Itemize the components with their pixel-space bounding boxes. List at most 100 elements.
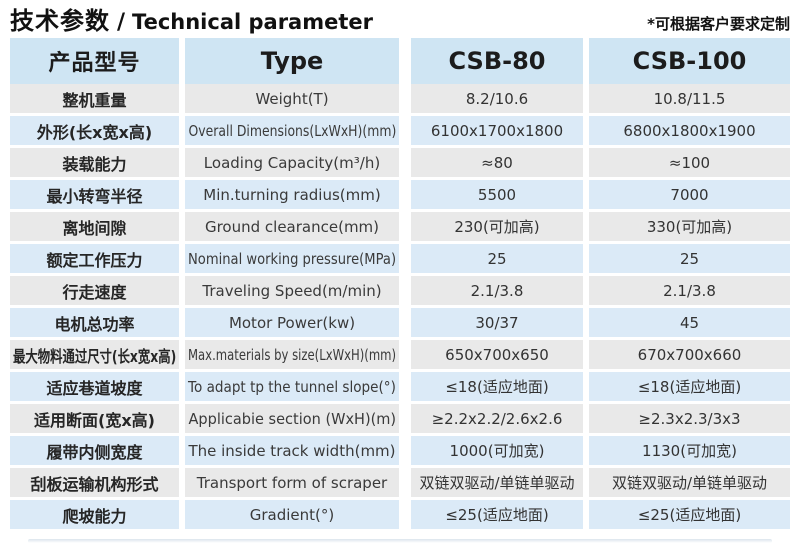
param-label-cn: 适用断面(宽x高) [34, 410, 155, 430]
param-label-cn: 履带内侧宽度 [46, 442, 143, 462]
param-label-en-cell: Transport form of scraper [185, 468, 399, 497]
param-label-cn-cell: 履带内侧宽度 [10, 436, 179, 465]
param-value-csb80: 230(可加高) [454, 218, 540, 236]
customization-note: *可根据客户要求定制 [647, 15, 790, 33]
title-bar: 技术参数 / Technical parameter *可根据客户要求定制 [10, 4, 790, 36]
param-value-csb80-cell: 230(可加高) [411, 212, 583, 241]
param-label-cn: 最小转弯半径 [46, 186, 143, 206]
param-value-csb100: 1130(可加宽) [642, 442, 737, 460]
table-row: 爬坡能力 Gradient(°) ≤25(适应地面) ≤25(适应地面) [10, 500, 790, 529]
title-separator: / [117, 10, 126, 35]
param-label-cn-cell: 适用断面(宽x高) [10, 404, 179, 433]
param-label-cn-cell: 适应巷道坡度 [10, 372, 179, 401]
param-label-en: Min.turning radius(mm) [203, 185, 381, 204]
param-label-cn-cell: 刮板运输机构形式 [10, 468, 179, 497]
param-value-csb80: 6100x1700x1800 [430, 121, 564, 140]
param-value-csb80-cell: 6100x1700x1800 [411, 116, 583, 145]
param-label-en: Applicabie section (WxH)(m) [188, 409, 396, 428]
param-value-csb80: ≈80 [481, 153, 513, 172]
param-value-csb100-cell: ≤25(适应地面) [589, 500, 790, 529]
page-bottom-shadow [28, 539, 772, 543]
param-label-en: The inside track width(mm) [188, 441, 396, 460]
page-title-en: Technical parameter [132, 10, 373, 34]
header-type: Type [185, 38, 399, 84]
param-label-cn-cell: 离地间隙 [10, 212, 179, 241]
header-csb100: CSB-100 [589, 38, 790, 84]
param-label-cn: 适应巷道坡度 [46, 378, 143, 398]
param-label-en: Weight(T) [255, 89, 329, 108]
param-value-csb100: ≤25(适应地面) [637, 506, 742, 524]
param-label-cn: 最大物料通过尺寸(长x宽x高) [12, 346, 177, 366]
param-value-csb80: 25 [487, 249, 507, 268]
param-label-en-cell: Motor Power(kw) [185, 308, 399, 337]
table-header-row: 产品型号 Type CSB-80 CSB-100 [10, 38, 790, 84]
param-label-en: Traveling Speed(m/min) [202, 281, 382, 300]
param-label-cn-cell: 行走速度 [10, 276, 179, 305]
header-product-model: 产品型号 [10, 38, 179, 84]
param-label-cn-cell: 电机总功率 [10, 308, 179, 337]
param-value-csb80: 2.1/3.8 [470, 281, 524, 300]
param-value-csb100-cell: 2.1/3.8 [589, 276, 790, 305]
page-title-cn: 技术参数 [10, 7, 110, 35]
param-label-en-cell: To adapt tp the tunnel slope(°) [185, 372, 399, 401]
param-value-csb100: 7000 [670, 185, 709, 204]
table-row: 履带内侧宽度 The inside track width(mm) 1000(可加宽… [10, 436, 790, 465]
header-type-label: Type [260, 47, 324, 75]
param-label-cn: 离地间隙 [62, 218, 127, 238]
param-value-csb100: 25 [679, 249, 700, 268]
header-product-model-label: 产品型号 [48, 51, 141, 76]
param-label-en: Loading Capacity(m³/h) [203, 153, 381, 172]
param-value-csb80-cell: 30/37 [411, 308, 583, 337]
param-value-csb100: 2.1/3.8 [663, 281, 716, 300]
param-label-cn: 整机重量 [62, 90, 127, 110]
param-label-cn: 额定工作压力 [46, 250, 143, 270]
param-label-en: Ground clearance(mm) [204, 217, 380, 236]
param-value-csb80-cell: 5500 [411, 180, 583, 209]
param-value-csb100-cell: 双链双驱动/单链单驱动 [589, 468, 790, 497]
param-value-csb80-cell: 8.2/10.6 [411, 84, 583, 113]
param-value-csb100: 670x700x660 [637, 345, 742, 364]
param-value-csb100-cell: 330(可加高) [589, 212, 790, 241]
param-value-csb100: 10.8/11.5 [653, 89, 726, 108]
header-csb80-label: CSB-80 [448, 47, 546, 75]
param-label-en: Transport form of scraper [196, 473, 388, 492]
param-label-en-cell: Applicabie section (WxH)(m) [185, 404, 399, 433]
table-row: 行走速度 Traveling Speed(m/min) 2.1/3.8 2.1/3.8 [10, 276, 790, 305]
table-row: 外形(长x宽x高) Overall Dimensions(LxWxH)(mm) 61… [10, 116, 790, 145]
table-body: 整机重量 Weight(T) 8.2/10.6 10.8/11.5 外形(长x宽x高) O… [10, 84, 790, 529]
table-row: 刮板运输机构形式 Transport form of scraper 双链双驱动/单… [10, 468, 790, 497]
param-label-cn: 刮板运输机构形式 [30, 474, 159, 494]
param-value-csb100-cell: ≥2.3x2.3/3x3 [589, 404, 790, 433]
table-row: 最小转弯半径 Min.turning radius(mm) 5500 7000 [10, 180, 790, 209]
param-label-cn-cell: 最大物料通过尺寸(长x宽x高) [10, 340, 179, 369]
header-csb80: CSB-80 [411, 38, 583, 84]
param-label-en: To adapt tp the tunnel slope(°) [188, 377, 396, 396]
param-value-csb100-cell: 670x700x660 [589, 340, 790, 369]
param-value-csb100-cell: 10.8/11.5 [589, 84, 790, 113]
param-value-csb100-cell: 1130(可加宽) [589, 436, 790, 465]
page-title: 技术参数 / Technical parameter [10, 1, 373, 36]
param-label-cn: 行走速度 [62, 282, 127, 302]
param-label-en-cell: Min.turning radius(mm) [185, 180, 399, 209]
param-label-en-cell: Loading Capacity(m³/h) [185, 148, 399, 177]
param-label-en: Motor Power(kw) [228, 313, 356, 332]
param-value-csb100-cell: ≤18(适应地面) [589, 372, 790, 401]
param-label-en-cell: Traveling Speed(m/min) [185, 276, 399, 305]
param-value-csb80-cell: 双链双驱动/单链单驱动 [411, 468, 583, 497]
param-value-csb100-cell: 6800x1800x1900 [589, 116, 790, 145]
table-row: 电机总功率 Motor Power(kw) 30/37 45 [10, 308, 790, 337]
param-value-csb80: 1000(可加宽) [449, 442, 545, 460]
param-label-cn: 外形(长x宽x高) [36, 122, 153, 142]
param-label-cn-cell: 外形(长x宽x高) [10, 116, 179, 145]
table-row: 额定工作压力 Nominal working pressure(MPa) 25 25 [10, 244, 790, 273]
param-label-en: Max.materials by size(LxWxH)(mm) [187, 345, 397, 364]
param-label-en-cell: Gradient(°) [185, 500, 399, 529]
param-label-cn: 爬坡能力 [62, 506, 127, 526]
param-value-csb80-cell: ≤18(适应地面) [411, 372, 583, 401]
param-label-en-cell: Max.materials by size(LxWxH)(mm) [185, 340, 399, 369]
param-value-csb100-cell: ≈100 [589, 148, 790, 177]
param-value-csb80-cell: 1000(可加宽) [411, 436, 583, 465]
header-csb100-label: CSB-100 [632, 47, 747, 75]
param-label-en: Gradient(°) [249, 505, 335, 524]
